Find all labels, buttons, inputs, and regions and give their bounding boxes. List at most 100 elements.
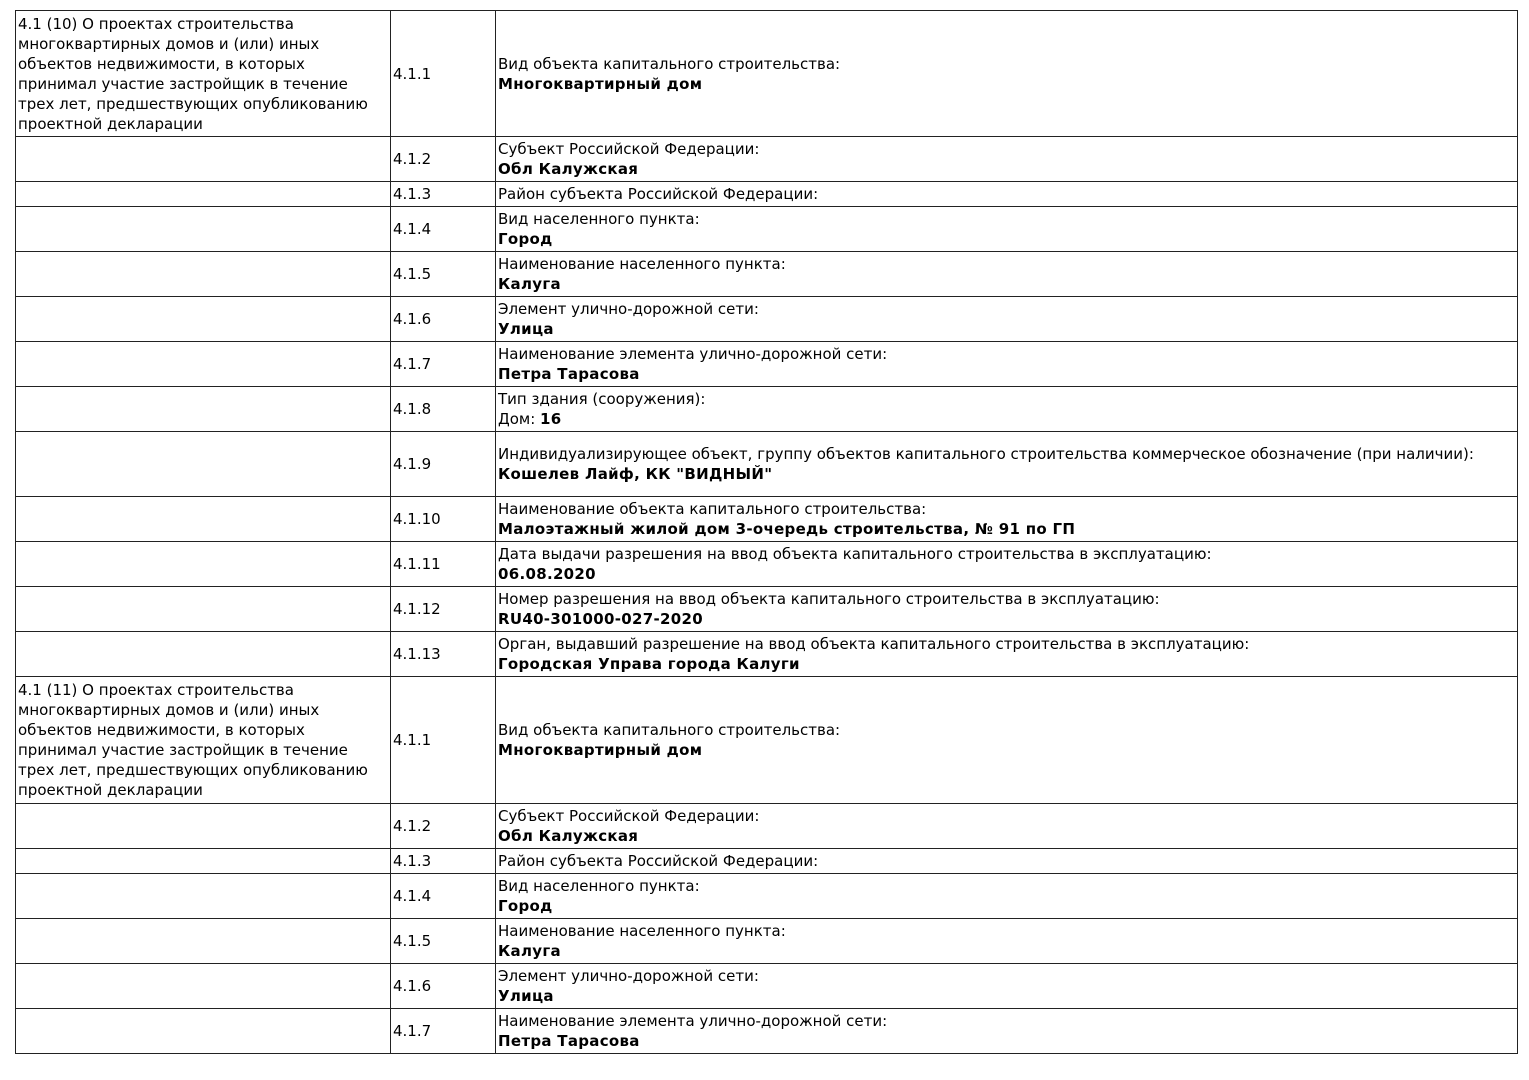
item-value-line: Петра Тарасова [498,364,1515,384]
item-number: 4.1.10 [390,496,496,542]
section-title: 4.1 (11) О проектах строительства многок… [15,676,391,804]
declaration-table: 4.1 (10) О проектах строительства многок… [15,10,1518,1054]
item-value: Обл Калужская [498,160,639,178]
item-value-line: RU40-301000-027-2020 [498,609,1515,629]
item-value: Город [498,230,553,248]
item-value: Улица [498,987,554,1005]
item-value-line: 06.08.2020 [498,564,1515,584]
empty-cell [15,206,391,252]
item-label: Вид населенного пункта: [498,877,700,895]
item-content: Наименование населенного пункта: Калуга [495,251,1518,297]
item-label: Вид объекта капитального строительства: [498,721,841,739]
item-number: 4.1.7 [390,1008,496,1054]
table-row: 4.1.5 Наименование населенного пункта: Кал… [15,918,1518,964]
empty-cell [15,873,391,919]
empty-cell [15,631,391,677]
item-label: Район субъекта Российской Федерации: [498,852,819,870]
item-value-line: Калуга [498,274,1515,294]
item-value: RU40-301000-027-2020 [498,610,703,628]
table-row: 4.1 (11) О проектах строительства многок… [15,676,1518,804]
item-value-line: Многоквартирный дом [498,740,1515,760]
item-content: Наименование элемента улично-дорожной се… [495,341,1518,387]
empty-cell [15,296,391,342]
item-content: Орган, выдавший разрешение на ввод объек… [495,631,1518,677]
item-number: 4.1.6 [390,296,496,342]
item-number: 4.1.2 [390,803,496,849]
table-row: 4.1.2 Субъект Российской Федерации: Обл Ка… [15,803,1518,849]
empty-cell [15,136,391,182]
table-row: 4.1.8 Тип здания (сооружения): Дом: 16 [15,386,1518,432]
item-label: Орган, выдавший разрешение на ввод объек… [498,635,1250,653]
table-row: 4.1.5 Наименование населенного пункта: Кал… [15,251,1518,297]
table-row: 4.1.6 Элемент улично-дорожной сети: Улица [15,963,1518,1009]
empty-cell [15,1008,391,1054]
item-content: Район субъекта Российской Федерации: [495,848,1518,874]
item-content: Вид объекта капитального строительства: М… [495,10,1518,137]
item-label: Наименование элемента улично-дорожной се… [498,1012,888,1030]
table-row: 4.1.12 Номер разрешения на ввод объекта к… [15,586,1518,632]
item-label: Наименование населенного пункта: [498,255,786,273]
item-number: 4.1.13 [390,631,496,677]
item-value: Кошелев Лайф, КК "ВИДНЫЙ" [498,465,773,483]
item-label: Субъект Российской Федерации: [498,807,760,825]
table-row: 4.1 (10) О проектах строительства многок… [15,10,1518,137]
item-content: Вид объекта капитального строительства: М… [495,676,1518,804]
empty-cell [15,386,391,432]
item-content: Наименование населенного пункта: Калуга [495,918,1518,964]
item-number: 4.1.4 [390,206,496,252]
empty-cell [15,496,391,542]
item-content: Наименование элемента улично-дорожной се… [495,1008,1518,1054]
item-content: Район субъекта Российской Федерации: [495,181,1518,207]
section-title: 4.1 (10) О проектах строительства многок… [15,10,391,137]
item-value-line: Дом: 16 [498,409,1515,429]
item-value: Городская Управа города Калуги [498,655,800,673]
item-value-line: Кошелев Лайф, КК "ВИДНЫЙ" [498,464,1515,484]
item-value-line: Петра Тарасова [498,1031,1515,1051]
item-number: 4.1.12 [390,586,496,632]
item-value-line: Улица [498,319,1515,339]
item-label: Номер разрешения на ввод объекта капитал… [498,590,1160,608]
item-content: Индивидуализирующее объект, группу объек… [495,431,1518,497]
item-value: Многоквартирный дом [498,74,703,93]
item-value-line: Многоквартирный дом [498,74,1515,94]
empty-cell [15,586,391,632]
item-label: Элемент улично-дорожной сети: [498,300,759,318]
item-content: Субъект Российской Федерации: Обл Калужск… [495,803,1518,849]
item-label: Наименование объекта капитального строит… [498,500,927,518]
empty-cell [15,963,391,1009]
table-row: 4.1.4 Вид населенного пункта: Город [15,206,1518,252]
item-content: Дата выдачи разрешения на ввод объекта к… [495,541,1518,587]
item-number: 4.1.6 [390,963,496,1009]
table-row: 4.1.4 Вид населенного пункта: Город [15,873,1518,919]
item-number: 4.1.1 [390,676,496,804]
table-row: 4.1.7 Наименование элемента улично-дорожн… [15,1008,1518,1054]
declaration-table-body: 4.1 (10) О проектах строительства многок… [15,10,1518,1054]
item-value: Город [498,897,553,915]
empty-cell [15,431,391,497]
table-row: 4.1.11 Дата выдачи разрешения на ввод объ… [15,541,1518,587]
item-label: Район субъекта Российской Федерации: [498,185,819,203]
item-number: 4.1.2 [390,136,496,182]
item-number: 4.1.3 [390,181,496,207]
empty-cell [15,848,391,874]
item-label: Вид населенного пункта: [498,210,700,228]
item-number: 4.1.8 [390,386,496,432]
item-number: 4.1.5 [390,251,496,297]
item-number: 4.1.9 [390,431,496,497]
item-value-line: Улица [498,986,1515,1006]
item-content: Тип здания (сооружения): Дом: 16 [495,386,1518,432]
item-label: Дата выдачи разрешения на ввод объекта к… [498,545,1212,563]
table-row: 4.1.3 Район субъекта Российской Федерации… [15,181,1518,207]
table-row: 4.1.13 Орган, выдавший разрешение на ввод… [15,631,1518,677]
empty-cell [15,341,391,387]
item-value: Калуга [498,275,561,293]
item-value: Петра Тарасова [498,365,640,383]
table-row: 4.1.2 Субъект Российской Федерации: Обл Ка… [15,136,1518,182]
item-label: Наименование элемента улично-дорожной се… [498,345,888,363]
item-label: Тип здания (сооружения): [498,390,706,408]
item-content: Субъект Российской Федерации: Обл Калужск… [495,136,1518,182]
item-content: Элемент улично-дорожной сети: Улица [495,296,1518,342]
empty-cell [15,918,391,964]
item-content: Номер разрешения на ввод объекта капитал… [495,586,1518,632]
item-value: Петра Тарасова [498,1032,640,1050]
